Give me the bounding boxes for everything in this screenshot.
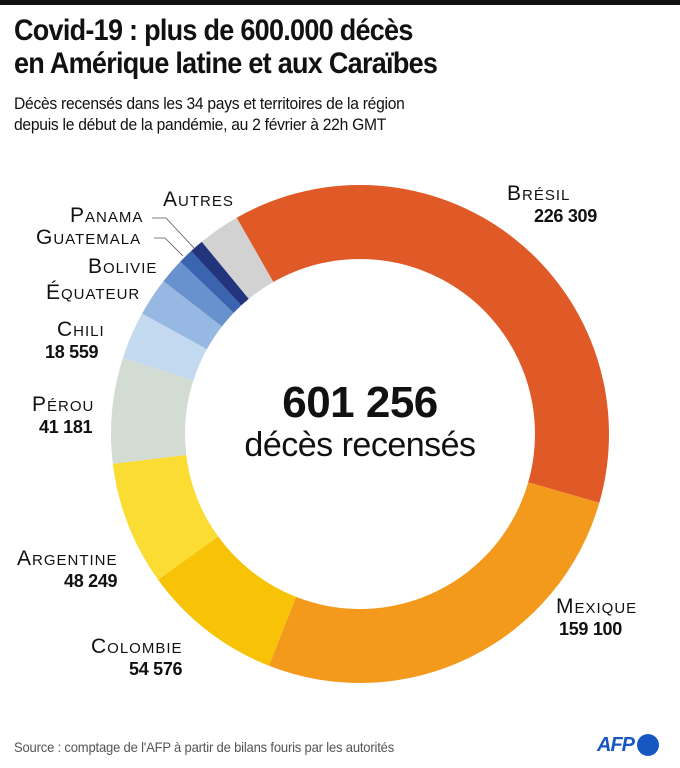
label-value: 41 181 — [39, 417, 93, 437]
label-name: Chili — [57, 318, 105, 341]
subtitle-line-2: depuis le début de la pandémie, au 2 fév… — [14, 115, 386, 134]
slice-autres — [201, 217, 274, 299]
label-name: Mexique — [556, 595, 638, 618]
source-note: Source : comptage de l'AFP à partir de b… — [14, 739, 395, 755]
leader-line-panama — [152, 217, 195, 249]
label-name: Argentine — [17, 547, 118, 570]
label-argentine: Argentine 48 249 — [17, 548, 118, 592]
label-name: Pérou — [32, 393, 95, 416]
total-deaths: 601 256 — [282, 378, 438, 427]
chart-subtitle: Décès recensés dans les 34 pays et terri… — [14, 93, 566, 135]
leader-line-guatemala — [154, 237, 184, 257]
slice-mexique — [268, 482, 600, 683]
slice-panama — [191, 241, 249, 306]
chart-title: Covid-19 : plus de 600.000 décès en Amér… — [14, 14, 662, 80]
label-bolivie: Bolivie — [88, 255, 158, 278]
label-value: 18 559 — [45, 342, 99, 362]
title-line-1: Covid-19 : plus de 600.000 décès — [14, 14, 413, 47]
label-equateur: Équateur — [46, 281, 141, 304]
afp-logo-text: AFP — [597, 733, 635, 756]
label-autres: Autres — [163, 188, 234, 211]
slice-bresil — [236, 184, 609, 503]
label-value: 48 249 — [64, 571, 118, 591]
slice-chili — [122, 313, 207, 381]
slice-argentine — [112, 454, 219, 580]
label-chili: Chili 18 559 — [45, 318, 105, 363]
donut-slices — [110, 184, 609, 683]
donut-center: 601 256 décès recensés — [200, 378, 520, 465]
slice-perou — [110, 357, 194, 464]
leader-lines — [152, 217, 195, 257]
label-value: 159 100 — [559, 619, 622, 639]
label-value: 54 576 — [129, 659, 183, 679]
label-bresil: Brésil 226 309 — [507, 183, 597, 227]
label-mexique: Mexique 159 100 — [556, 596, 637, 640]
slice-equateur — [142, 281, 222, 350]
title-line-2: en Amérique latine et aux Caraïbes — [14, 47, 438, 80]
label-panama: Panama — [70, 204, 144, 227]
total-caption: décès recensés — [244, 426, 476, 464]
label-value: 226 309 — [534, 206, 597, 226]
afp-logo-dot-icon — [637, 734, 659, 756]
slice-guatemala — [180, 251, 242, 313]
top-rule — [0, 0, 680, 5]
slice-bolivie — [163, 261, 234, 327]
label-colombie: Colombie 54 576 — [91, 636, 183, 680]
slice-colombie — [158, 536, 297, 666]
label-guatemala: Guatemala — [36, 226, 142, 249]
label-perou: Pérou 41 181 — [32, 394, 94, 438]
label-name: Colombie — [91, 635, 183, 658]
afp-logo: AFP — [597, 733, 659, 757]
subtitle-line-1: Décès recensés dans les 34 pays et terri… — [14, 94, 405, 113]
label-name: Brésil — [507, 182, 571, 205]
